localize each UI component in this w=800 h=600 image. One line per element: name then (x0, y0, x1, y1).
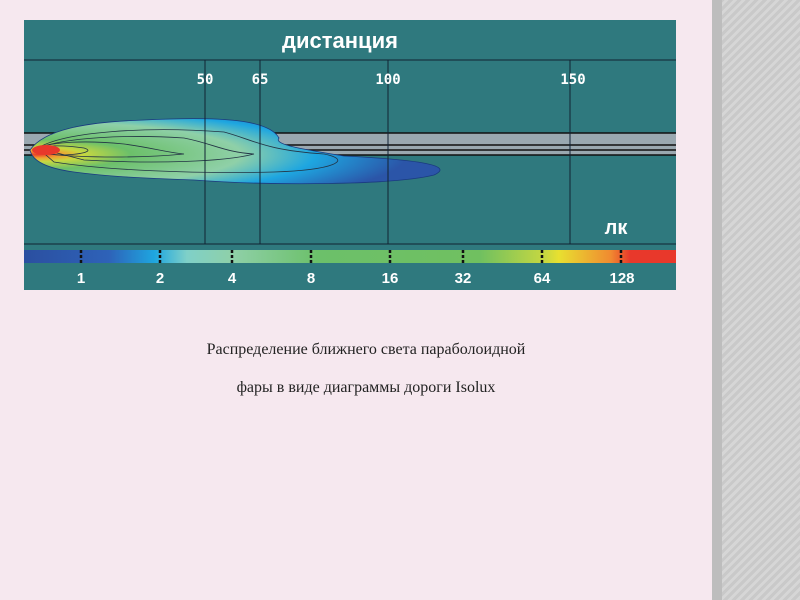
isolux-plume (29, 118, 441, 185)
decorative-side-strip (712, 0, 800, 600)
color-scale-bar (24, 250, 676, 263)
distance-tick: 100 (375, 72, 400, 88)
legend-tick: 128 (609, 270, 634, 287)
legend-tick: 16 (382, 270, 399, 287)
legend-tick: 1 (77, 270, 85, 287)
decorative-side-strip-edge (712, 0, 722, 600)
legend-tick: 8 (307, 270, 315, 287)
distance-tick: 50 (197, 72, 214, 88)
hotspot (32, 145, 60, 155)
legend-tick: 32 (455, 270, 472, 287)
isolux-diagram: дистанция 50 65 100 150 лк 1 2 4 8 16 (24, 20, 676, 290)
caption-line-2: фары в виде диаграммы дороги Isolux (236, 379, 496, 396)
legend-tick: 2 (156, 270, 164, 287)
unit-label: лк (605, 217, 629, 239)
caption-line-1: Распределение ближнего света параболоидн… (206, 341, 526, 358)
legend-tick: 64 (534, 270, 551, 287)
legend-tick: 4 (228, 270, 237, 287)
distance-tick: 65 (252, 72, 269, 88)
distance-tick: 150 (560, 72, 585, 88)
diagram-title: дистанция (282, 28, 398, 53)
